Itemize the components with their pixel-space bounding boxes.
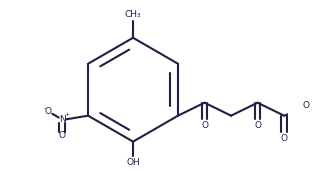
Text: O: O [201, 121, 208, 130]
Text: CH₃: CH₃ [125, 10, 141, 19]
Text: O: O [281, 134, 288, 143]
Text: OH: OH [126, 158, 140, 168]
Text: ⁻: ⁻ [43, 106, 47, 115]
Text: O: O [59, 131, 66, 140]
Text: O: O [254, 121, 261, 130]
Text: O: O [302, 101, 309, 110]
Text: +: + [65, 112, 70, 117]
Text: N: N [59, 115, 66, 124]
Text: O: O [45, 108, 52, 116]
